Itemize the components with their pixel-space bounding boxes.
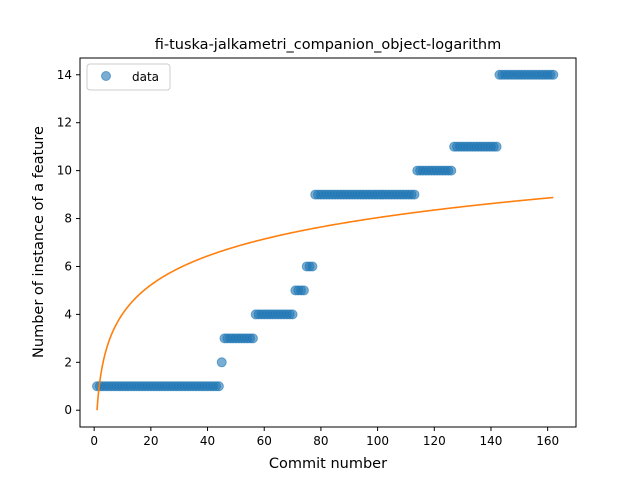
y-tick-label: 0 (64, 403, 72, 417)
y-tick-label: 6 (64, 259, 72, 273)
y-tick-label: 10 (57, 164, 72, 178)
x-tick-label: 0 (90, 434, 98, 448)
data-point (216, 357, 227, 368)
x-tick-label: 20 (143, 434, 158, 448)
plot-frame (79, 57, 577, 428)
data-point (298, 285, 309, 296)
data-point (446, 165, 457, 176)
y-tick-label: 2 (64, 355, 72, 369)
y-tick-label: 8 (64, 212, 72, 226)
data-point (548, 69, 559, 80)
data-point (213, 381, 224, 392)
y-tick-label: 12 (57, 116, 72, 130)
x-tick-label: 140 (480, 434, 503, 448)
x-axis-label: Commit number (269, 456, 387, 472)
y-axis-label: Number of instance of a feature (31, 126, 47, 358)
legend-marker-data (101, 71, 111, 81)
x-tick-label: 80 (313, 434, 328, 448)
y-tick-label: 4 (64, 307, 72, 321)
legend: data (86, 63, 171, 91)
x-tick-label: 60 (257, 434, 272, 448)
data-point (307, 261, 318, 272)
x-tick-label: 120 (423, 434, 446, 448)
chart-title: fi-tuska-jalkametri_companion_object-log… (155, 37, 501, 53)
x-tick-label: 100 (366, 434, 389, 448)
x-tick-label: 40 (200, 434, 215, 448)
data-point (287, 309, 298, 320)
x-axis: 0 20 40 60 80 100 120 140 160 (90, 427, 559, 448)
y-axis: 0 2 4 6 8 10 12 14 (57, 68, 80, 417)
legend-label-data: data (132, 70, 159, 84)
data-point (491, 141, 502, 152)
fit-line (96, 196, 554, 411)
data-point (409, 189, 420, 200)
plot-area (92, 69, 559, 411)
legend-box (86, 63, 171, 91)
x-tick-label: 160 (536, 434, 559, 448)
data-point (247, 333, 258, 344)
y-tick-label: 14 (57, 68, 72, 82)
